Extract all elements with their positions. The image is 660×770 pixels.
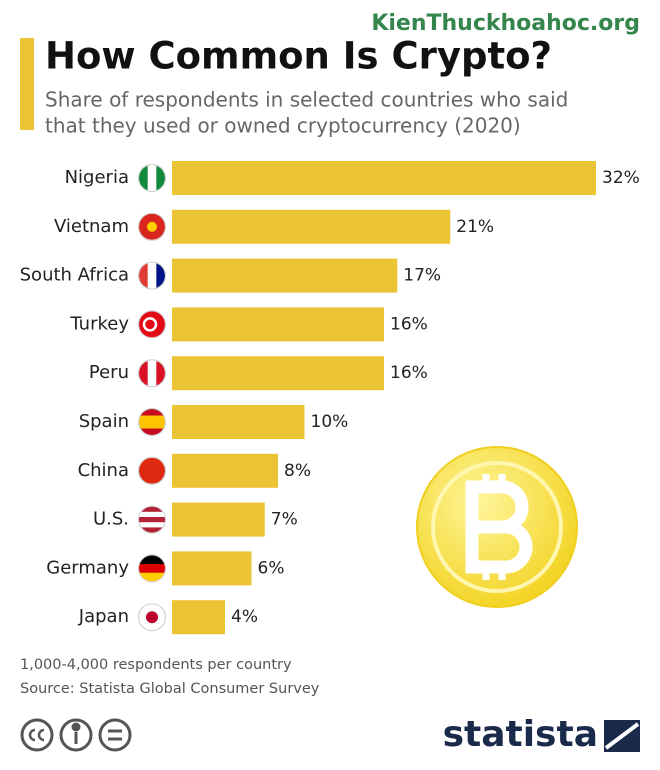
flag-body — [139, 311, 165, 338]
category-label: South Africa — [20, 265, 129, 286]
flag-star — [147, 221, 157, 232]
flag-stripe — [156, 360, 165, 387]
bar — [172, 161, 596, 195]
flag-stripe — [139, 428, 165, 435]
flag-body — [139, 409, 165, 435]
flag-border — [138, 408, 166, 436]
flag-border — [138, 164, 166, 192]
category-label: Japan — [78, 606, 129, 627]
flag — [138, 359, 166, 388]
value-label: 32% — [602, 168, 640, 188]
flag-stripe — [139, 165, 149, 191]
flag-crescent — [142, 317, 158, 332]
flag-border — [138, 212, 166, 241]
value-label: 16% — [390, 363, 428, 383]
flag — [138, 310, 166, 339]
flag — [138, 408, 166, 436]
flag-stripe — [139, 409, 165, 416]
flag-border — [138, 603, 166, 632]
flag — [138, 261, 166, 290]
flag-stripe — [139, 511, 165, 518]
flag-body — [139, 506, 165, 533]
category-label: China — [78, 460, 129, 481]
value-label: 16% — [390, 314, 428, 334]
category-label: Peru — [89, 362, 129, 383]
note: 1,000-4,000 respondents per country — [20, 657, 292, 673]
bar — [172, 600, 225, 635]
flag-stripe — [147, 262, 157, 289]
bar — [172, 551, 252, 586]
category-label: Vietnam — [54, 216, 129, 237]
value-label: 10% — [311, 412, 349, 432]
bar — [172, 502, 265, 537]
bar — [172, 209, 451, 244]
value-label: 4% — [231, 607, 258, 627]
flag-body — [139, 262, 165, 289]
flag-border — [138, 456, 166, 485]
flag — [138, 456, 166, 485]
flag-stripe — [139, 527, 165, 533]
flag-stripe — [147, 360, 157, 387]
flag — [138, 603, 166, 632]
flag-stripe — [156, 262, 165, 289]
value-label: 8% — [284, 461, 311, 481]
flag — [138, 164, 166, 192]
flag-border — [138, 310, 166, 339]
flag-stripe — [139, 572, 165, 582]
accent-bar — [20, 38, 34, 130]
flag-stripe — [139, 422, 165, 429]
flag-stripe — [139, 262, 149, 289]
flag-sun — [146, 611, 158, 624]
flag-border — [138, 261, 166, 290]
bitcoin-coin — [416, 446, 578, 608]
watermark: KienThuckhoahoc.org — [371, 11, 640, 36]
flag-stripe — [139, 522, 165, 528]
flag-stripe — [147, 165, 157, 191]
flag-body — [139, 213, 165, 240]
flag-border — [138, 554, 166, 583]
flag — [138, 505, 166, 534]
bar — [172, 405, 305, 439]
bar — [172, 258, 398, 293]
chart-subtitle: that they used or owned cryptocurrency (… — [45, 114, 521, 138]
note: Source: Statista Global Consumer Survey — [20, 681, 320, 697]
flag — [138, 554, 166, 583]
flag-body — [139, 555, 165, 582]
flag-body — [139, 604, 165, 631]
flag-stripe — [139, 360, 149, 387]
flag-stripe — [139, 506, 165, 513]
logo-mark — [604, 720, 640, 752]
flag-border — [138, 359, 166, 388]
flag-stripe — [139, 517, 165, 523]
flag-body — [139, 165, 165, 191]
flag-stripe — [139, 457, 165, 484]
category-label: Spain — [79, 411, 129, 432]
chart-title: How Common Is Crypto? — [45, 35, 552, 78]
flag-stripe — [139, 564, 165, 574]
flag-body — [139, 360, 165, 387]
value-label: 7% — [271, 510, 298, 530]
category-label: Nigeria — [65, 167, 129, 188]
value-label: 21% — [456, 217, 494, 237]
category-label: Germany — [46, 557, 129, 578]
value-label: 17% — [403, 266, 441, 286]
bar — [172, 453, 278, 488]
value-label: 6% — [258, 558, 285, 578]
logo: statista — [443, 714, 598, 755]
flag-stripe — [156, 165, 165, 191]
bar — [172, 356, 384, 391]
flag-stripe — [139, 555, 165, 565]
flag-body — [139, 457, 165, 484]
flag — [138, 212, 166, 241]
category-label: U.S. — [93, 509, 129, 530]
category-label: Turkey — [69, 313, 129, 334]
flag-stripe — [139, 415, 165, 423]
license-icons — [20, 718, 132, 752]
flag-border — [138, 505, 166, 534]
chart-subtitle: Share of respondents in selected countri… — [45, 88, 568, 112]
bar — [172, 307, 384, 342]
